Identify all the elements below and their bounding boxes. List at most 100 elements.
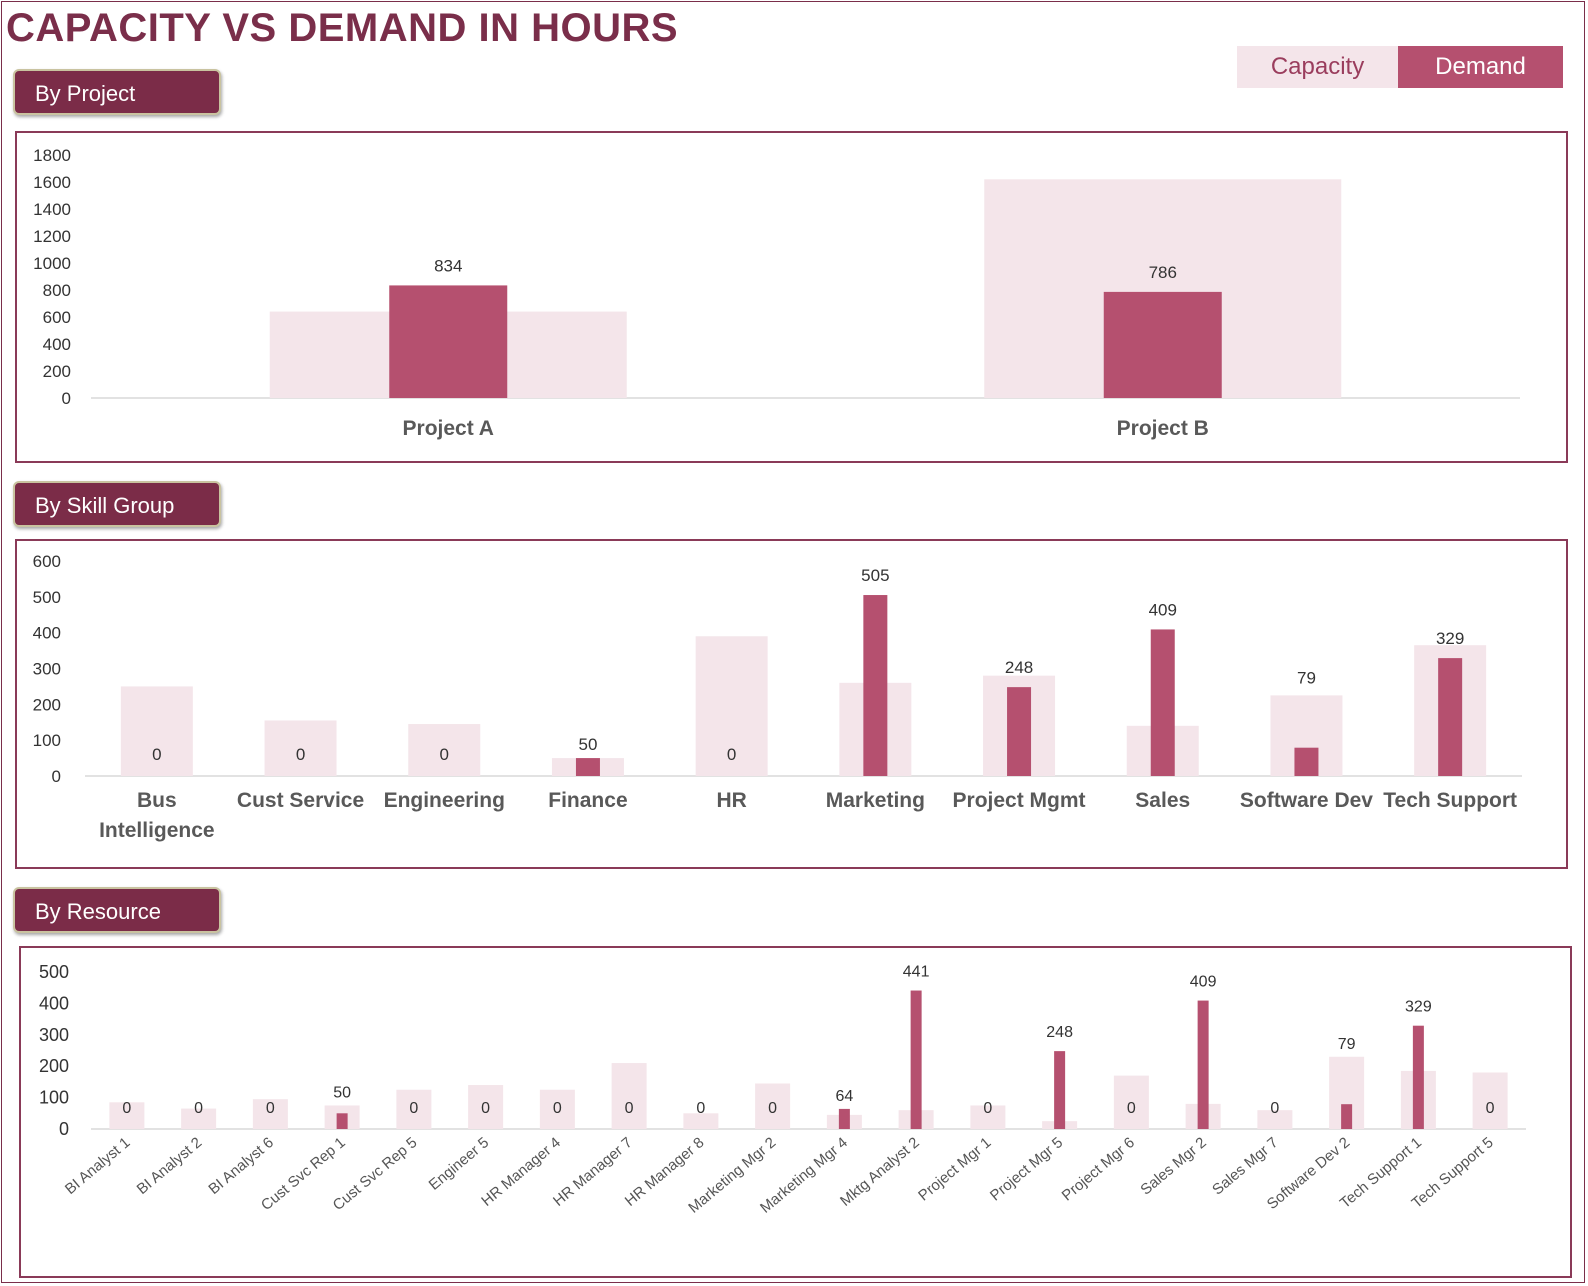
y-tick-label: 1800 bbox=[33, 146, 71, 165]
data-label: 0 bbox=[266, 1100, 275, 1117]
data-label: 0 bbox=[122, 1100, 131, 1117]
y-tick-label: 400 bbox=[33, 624, 61, 643]
data-label: 409 bbox=[1149, 600, 1177, 619]
demand-bar bbox=[575, 758, 600, 776]
data-label: 505 bbox=[861, 566, 889, 585]
data-label: 50 bbox=[333, 1084, 351, 1101]
y-tick-label: 600 bbox=[43, 308, 71, 327]
category-label: Mktg Analyst 2 bbox=[837, 1134, 923, 1210]
category-label: Intelligence bbox=[99, 819, 215, 842]
data-label: 0 bbox=[440, 745, 449, 764]
y-tick-label: 500 bbox=[39, 962, 69, 982]
resource-chart-panel: 0 100 200 300 400 500 0 0 0 50 0 0 0 0 0 0 64 441 0 248 0 409… bbox=[19, 946, 1572, 1278]
y-tick-label: 600 bbox=[33, 552, 61, 571]
data-label: 409 bbox=[1190, 974, 1217, 991]
y-tick-label: 1400 bbox=[33, 200, 71, 219]
data-label: 248 bbox=[1046, 1024, 1073, 1041]
category-label: Project Mgr 6 bbox=[1059, 1134, 1138, 1204]
data-label: 441 bbox=[903, 964, 930, 981]
data-label: 0 bbox=[625, 1100, 634, 1117]
category-label: Tech Support bbox=[1383, 789, 1517, 812]
category-label: Marketing bbox=[826, 789, 925, 812]
demand-bar bbox=[1007, 687, 1032, 776]
data-label: 0 bbox=[481, 1100, 490, 1117]
category-label: Project Mgmt bbox=[953, 789, 1086, 812]
data-label: 0 bbox=[409, 1100, 418, 1117]
category-label: Bus bbox=[137, 789, 177, 812]
demand-bar bbox=[1103, 291, 1222, 398]
capacity-bar bbox=[181, 1108, 217, 1129]
by-resource-tab[interactable]: By Resource bbox=[13, 887, 221, 933]
category-label: Project Mgr 5 bbox=[987, 1134, 1066, 1204]
y-tick-label: 300 bbox=[33, 660, 61, 679]
demand-bar bbox=[1054, 1051, 1066, 1129]
demand-bar bbox=[1294, 747, 1319, 776]
y-tick-label: 1200 bbox=[33, 227, 71, 246]
capacity-bar bbox=[683, 1113, 719, 1129]
y-tick-label: 400 bbox=[43, 335, 71, 354]
demand-bar bbox=[1150, 629, 1175, 776]
category-label: Finance bbox=[548, 789, 627, 812]
data-label: 248 bbox=[1005, 658, 1033, 677]
capacity-bar bbox=[1257, 1110, 1293, 1129]
demand-bar bbox=[863, 595, 888, 776]
capacity-bar bbox=[539, 1089, 575, 1129]
by-skill-group-tab[interactable]: By Skill Group bbox=[13, 481, 221, 527]
capacity-bar bbox=[1472, 1072, 1508, 1129]
y-tick-label: 100 bbox=[39, 1088, 69, 1108]
data-label: 0 bbox=[1486, 1100, 1495, 1117]
demand-bar bbox=[1197, 1000, 1209, 1129]
y-tick-label: 200 bbox=[39, 1056, 69, 1076]
data-label: 0 bbox=[194, 1100, 203, 1117]
data-label: 329 bbox=[1405, 999, 1432, 1016]
y-tick-label: 800 bbox=[43, 281, 71, 300]
category-label: Software Dev bbox=[1240, 789, 1373, 812]
category-label: BI Analyst 2 bbox=[134, 1134, 206, 1198]
y-tick-label: 0 bbox=[62, 389, 71, 408]
data-label: 0 bbox=[768, 1100, 777, 1117]
category-label: HR bbox=[716, 789, 746, 812]
demand-bar bbox=[838, 1108, 850, 1129]
capacity-bar bbox=[695, 636, 768, 776]
category-label: Project A bbox=[403, 417, 494, 440]
category-label: Sales bbox=[1135, 789, 1190, 812]
capacity-bar bbox=[264, 720, 337, 776]
data-label: 50 bbox=[578, 735, 597, 754]
demand-bar bbox=[336, 1113, 348, 1129]
capacity-bar bbox=[611, 1063, 647, 1129]
category-label: Cust Service bbox=[237, 789, 364, 812]
demand-bar bbox=[1438, 658, 1463, 776]
demand-bar bbox=[1341, 1104, 1353, 1129]
legend: Capacity Demand bbox=[1237, 46, 1563, 88]
capacity-bar bbox=[755, 1083, 791, 1129]
capacity-bar bbox=[252, 1099, 288, 1129]
data-label: 0 bbox=[553, 1100, 562, 1117]
by-project-tab[interactable]: By Project bbox=[13, 69, 221, 115]
data-label: 329 bbox=[1436, 629, 1464, 648]
legend-demand-button[interactable]: Demand bbox=[1398, 46, 1563, 88]
category-label: Engineering bbox=[384, 789, 505, 812]
category-label: Project Mgr 1 bbox=[915, 1134, 994, 1204]
capacity-bar bbox=[970, 1105, 1006, 1129]
data-label: 0 bbox=[696, 1100, 705, 1117]
project-chart: 0 200 400 600 800 1000 1200 1400 1600 1800 834 786 P… bbox=[33, 146, 1520, 440]
capacity-bar bbox=[109, 1102, 145, 1129]
y-tick-label: 300 bbox=[39, 1025, 69, 1045]
capacity-bar bbox=[468, 1085, 504, 1129]
data-label: 0 bbox=[152, 745, 161, 764]
capacity-bar bbox=[396, 1089, 432, 1129]
category-label: BI Analyst 6 bbox=[205, 1134, 277, 1198]
demand-bar bbox=[910, 990, 922, 1129]
y-tick-label: 100 bbox=[33, 731, 61, 750]
data-label: 0 bbox=[1127, 1100, 1136, 1117]
y-tick-label: 1600 bbox=[33, 173, 71, 192]
project-chart-panel: 0 200 400 600 800 1000 1200 1400 1600 1800 834 786 P… bbox=[15, 131, 1568, 463]
category-label: Sales Mgr 2 bbox=[1137, 1134, 1209, 1198]
y-tick-label: 200 bbox=[43, 362, 71, 381]
legend-capacity-button[interactable]: Capacity bbox=[1237, 46, 1398, 88]
category-label: BI Analyst 1 bbox=[62, 1134, 134, 1198]
demand-bar bbox=[389, 285, 508, 398]
